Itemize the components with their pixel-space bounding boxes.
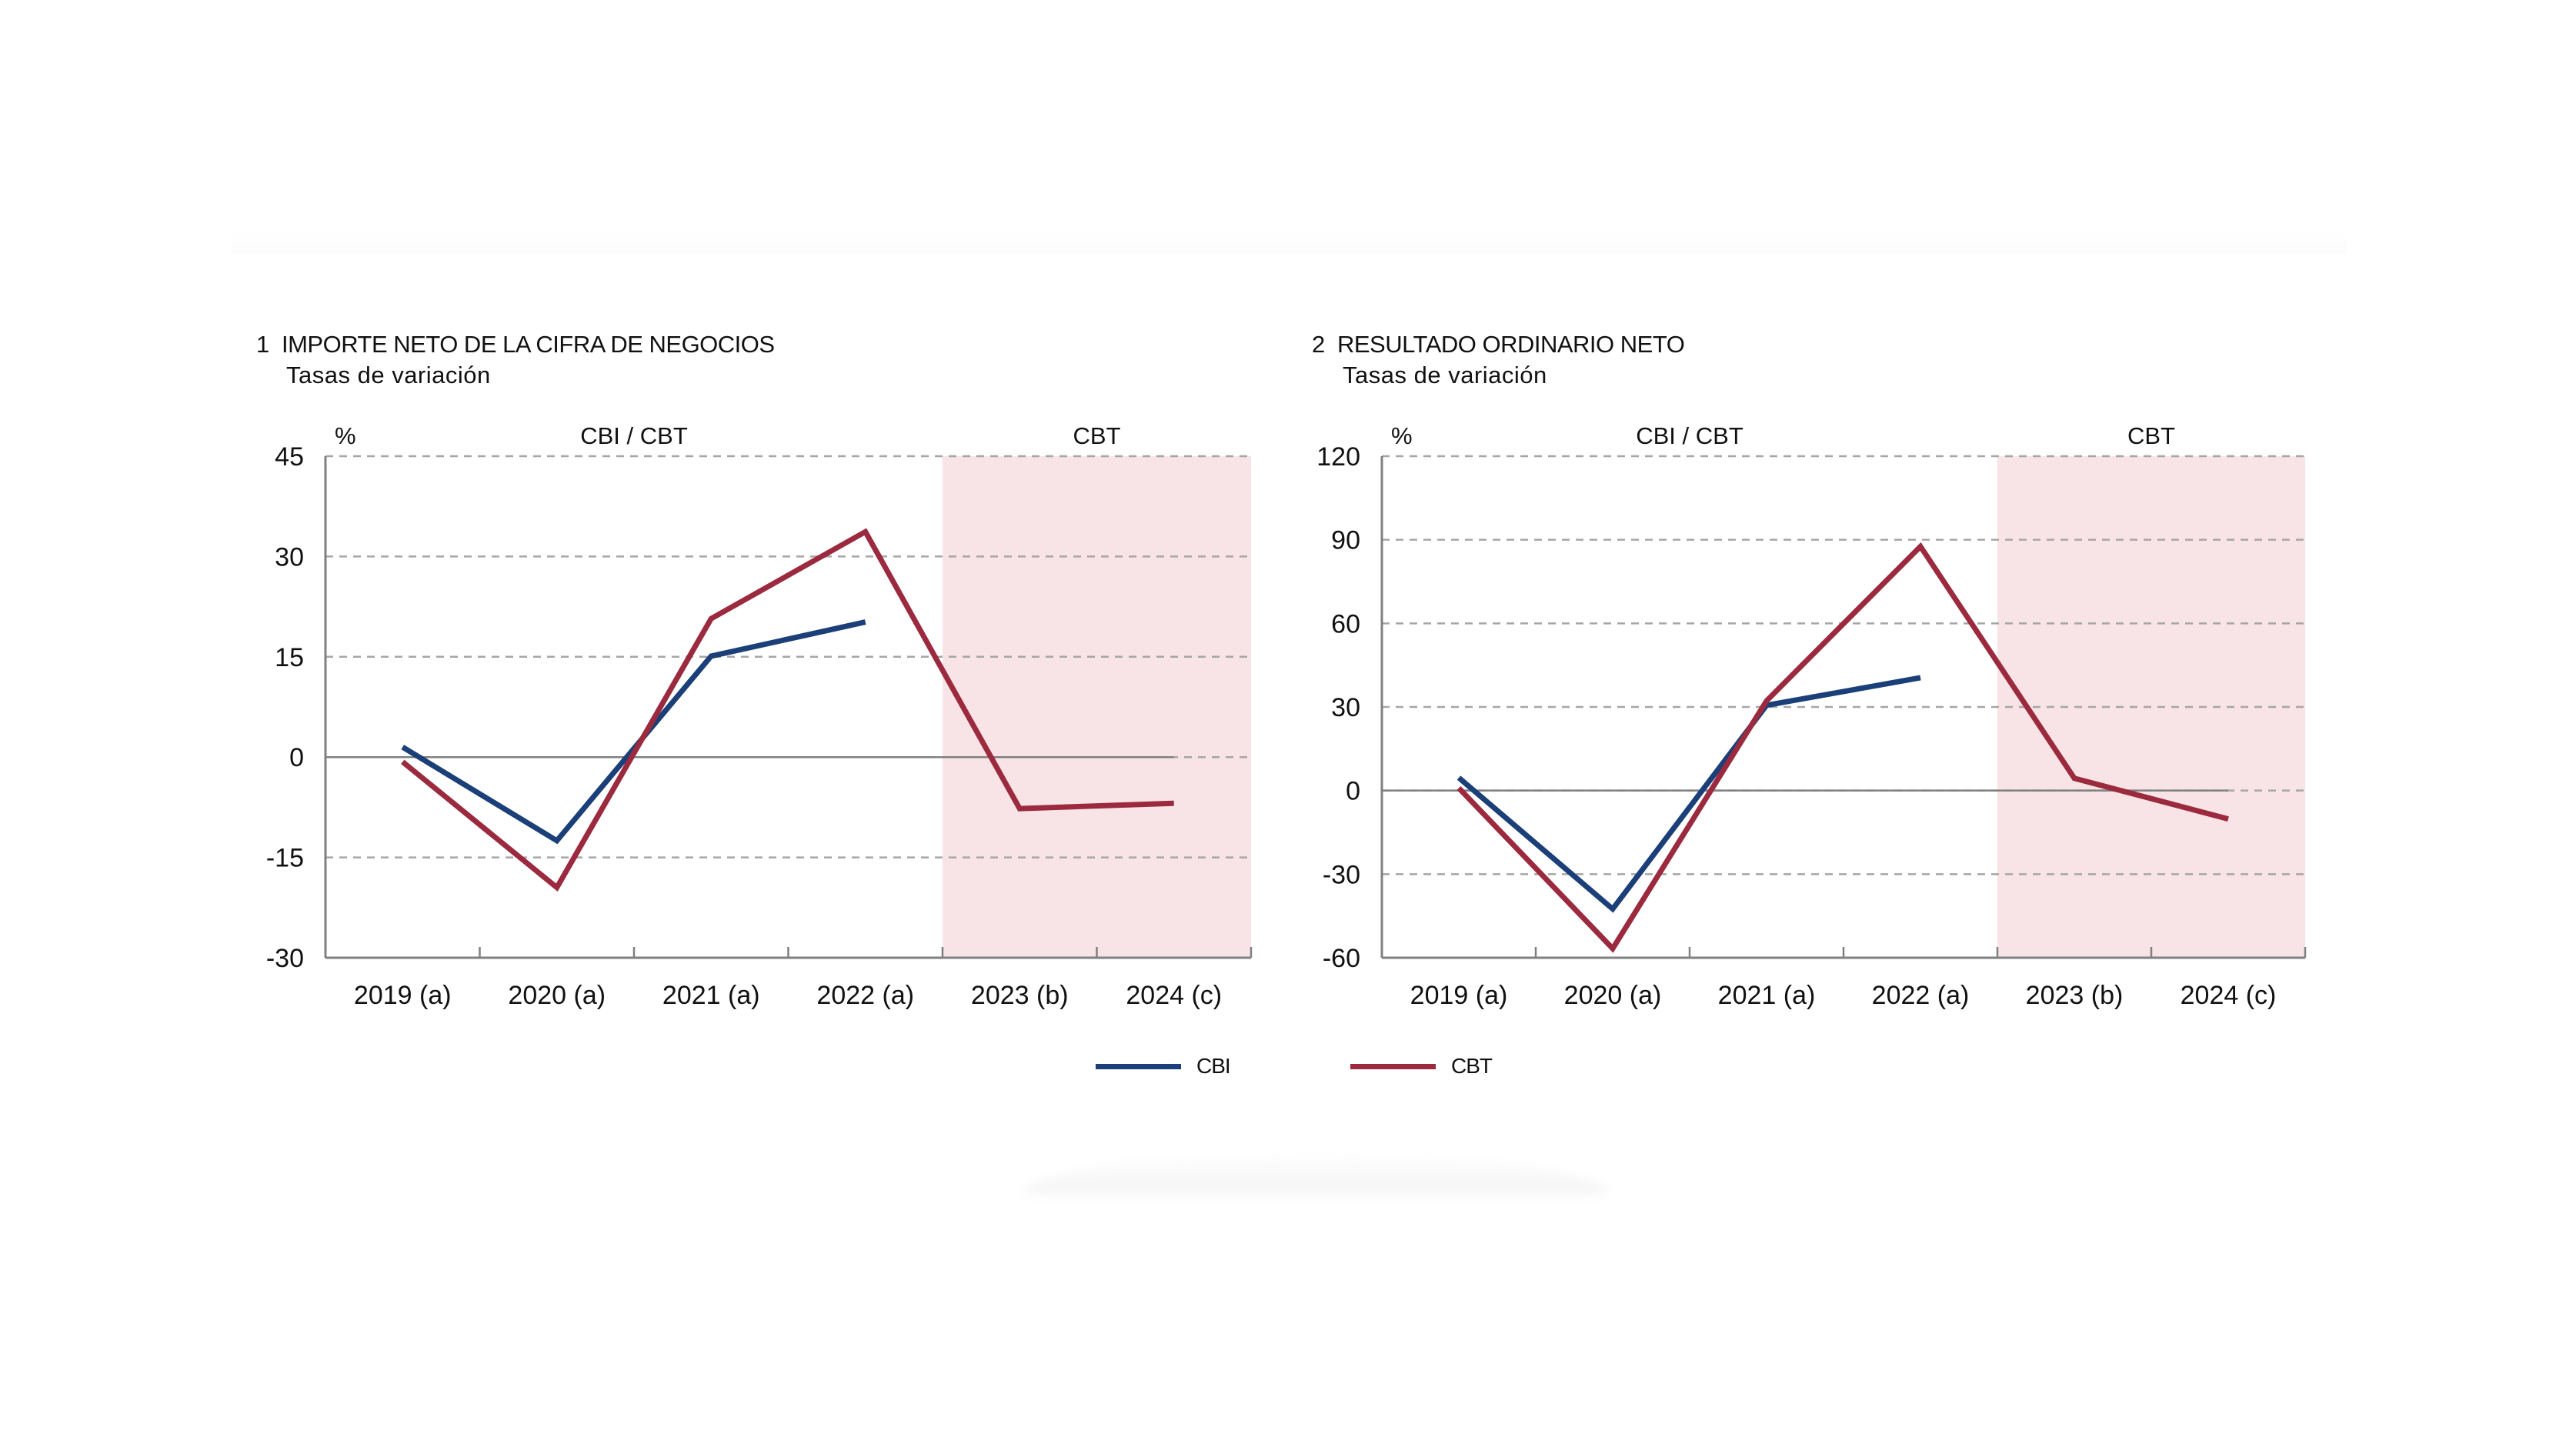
- chart-1-series-line-cbt: [401, 528, 1174, 892]
- chart-2-y-unit-label: %: [1391, 422, 1413, 449]
- chart-1-y-tick-label: -30: [266, 944, 304, 973]
- chart-2-region-label-0: CBI / CBT: [1636, 422, 1743, 449]
- chart-2-y-tick-label: 0: [1346, 777, 1360, 806]
- panel-1-title-text: IMPORTE NETO DE LA CIFRA DE NEGOCIOS: [281, 331, 775, 358]
- chart-2-x-category-label: 2024 (c): [2181, 981, 2277, 1010]
- chart-2-x-category-label: 2019 (a): [1410, 981, 1508, 1010]
- top-edge-shade: [231, 231, 2347, 254]
- chart-2-x-category-label: 2020 (a): [1564, 981, 1662, 1010]
- chart-1-y-tick-label: 0: [289, 743, 304, 772]
- panel-1-title: 1 IMPORTE NETO DE LA CIFRA DE NEGOCIOS: [256, 331, 775, 358]
- chart-1-x-category-label: 2019 (a): [354, 981, 452, 1010]
- legend-item-cbi: CBI: [1096, 1051, 1231, 1082]
- chart-1-shaded-region: [943, 456, 1251, 958]
- panel-1-number: 1: [256, 331, 269, 358]
- panel-2-title: 2 RESULTADO ORDINARIO NETO: [1312, 331, 1685, 358]
- chart-2-series-line-cbi: [1457, 675, 1921, 913]
- legend-label-cbt: CBT: [1451, 1054, 1493, 1078]
- legend-label-cbi: CBI: [1196, 1054, 1231, 1078]
- chart-1-x-category-label: 2023 (b): [971, 981, 1069, 1010]
- chart-1-series-line-cbi: [401, 619, 866, 845]
- chart-1-y-tick-label: 15: [275, 643, 304, 672]
- legend-item-cbt: CBT: [1350, 1051, 1493, 1082]
- chart-1-x-category-label: 2022 (a): [816, 981, 914, 1010]
- panel-2-number: 2: [1312, 331, 1325, 358]
- chart-2-y-tick-label: -60: [1323, 944, 1360, 973]
- panel-2-subtitle: Tasas de variación: [1343, 362, 1547, 388]
- chart-1-x-category-label: 2021 (a): [662, 981, 760, 1010]
- chart-1-y-tick-label: 45: [275, 442, 304, 472]
- chart-1-y-tick-label: 30: [275, 542, 304, 572]
- chart-1-region-label-0: CBI / CBT: [580, 422, 688, 449]
- panel-1-subtitle: Tasas de variación: [286, 362, 491, 388]
- chart-2-y-tick-label: 60: [1331, 609, 1360, 638]
- chart-2-y-tick-label: 90: [1331, 526, 1360, 555]
- chart-1-x-category-label: 2020 (a): [508, 981, 606, 1010]
- chart-2-x-category-label: 2022 (a): [1872, 981, 1970, 1010]
- chart-2-y-tick-label: 120: [1316, 442, 1360, 472]
- chart-1-y-tick-label: -15: [266, 844, 304, 873]
- chart-2-region-label-1: CBT: [2127, 422, 2175, 449]
- chart-2-x-category-label: 2023 (b): [2026, 981, 2124, 1010]
- legend-swatch-cbt: [1350, 1063, 1436, 1069]
- chart-2-y-tick-label: -30: [1323, 860, 1360, 889]
- chart-2-series-line-cbt: [1457, 542, 2229, 953]
- panel-2-title-text: RESULTADO ORDINARIO NETO: [1336, 331, 1685, 358]
- chart-1-y-unit-label: %: [335, 422, 356, 449]
- chart-1-region-label-1: CBT: [1073, 422, 1121, 449]
- chart-2-x-category-label: 2021 (a): [1718, 981, 1816, 1010]
- chart-1-x-category-label: 2024 (c): [1126, 981, 1222, 1010]
- chart-2-y-tick-label: 30: [1331, 693, 1360, 722]
- legend-swatch-cbi: [1096, 1063, 1181, 1069]
